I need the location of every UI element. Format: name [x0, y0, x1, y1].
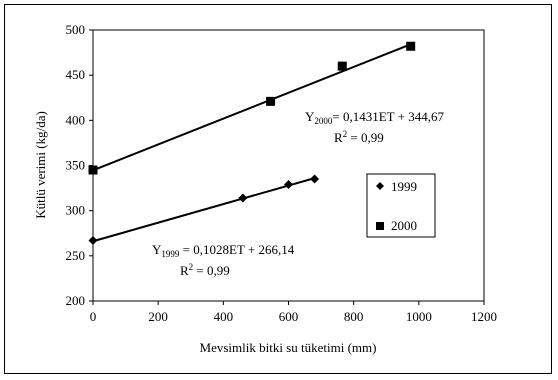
r2-2000: R2 = 0,99 [334, 129, 384, 145]
legend-marker-2000 [376, 222, 384, 230]
x-axis-label: Mevsimlik bitki su tüketimi (mm) [200, 340, 377, 355]
r2-2000-sup: 2 [343, 129, 348, 139]
equation-1999-subscript: 1999 [161, 249, 180, 259]
y-tick-label: 350 [66, 158, 86, 173]
plot-area [92, 29, 485, 302]
trendlines [92, 43, 412, 243]
x-axis: 0 200 400 600 800 1000 1200 [90, 301, 497, 324]
legend-label-2000: 2000 [391, 218, 417, 233]
equation-1999: Y1999 = 0,1028ET + 266,14 [152, 242, 295, 259]
point-2000 [406, 41, 416, 51]
point-2000 [266, 96, 276, 106]
trendline-2000 [92, 43, 412, 172]
x-tick-label: 400 [214, 309, 234, 324]
r2-1999: R2 = 0,99 [180, 262, 230, 278]
y-tick-label: 250 [66, 248, 86, 263]
legend: 1999 2000 [366, 173, 436, 238]
point-1999 [310, 174, 320, 184]
legend-label-1999: 1999 [391, 179, 417, 194]
equation-2000-body: = 0,1431ET + 344,67 [332, 109, 444, 124]
x-tick-label: 0 [90, 309, 97, 324]
point-1999 [238, 193, 248, 203]
y-axis: 200 250 300 350 400 450 500 [66, 22, 93, 308]
r2-1999-symbol: R [180, 263, 189, 278]
equation-1999-symbol: Y [152, 242, 162, 257]
x-tick-label: 1200 [471, 309, 497, 324]
point-1999 [284, 179, 293, 189]
equation-1999-body: = 0,1028ET + 266,14 [179, 242, 294, 257]
data-points [88, 41, 416, 245]
x-tick-label: 800 [344, 309, 364, 324]
y-axis-label: Kütlü verimi (kg/da) [33, 111, 48, 219]
point-1999 [88, 235, 98, 245]
legend-marker-1999 [376, 182, 384, 190]
equation-2000: Y2000= 0,1431ET + 344,67 [305, 109, 444, 126]
y-tick-label: 400 [66, 112, 86, 127]
y-tick-label: 200 [66, 293, 86, 308]
x-tick-label: 600 [279, 309, 299, 324]
point-2000 [88, 165, 98, 175]
trendline-1999 [92, 177, 315, 243]
equation-2000-subscript: 2000 [314, 116, 333, 126]
y-tick-label: 300 [66, 203, 86, 218]
equation-2000-symbol: Y [305, 109, 315, 124]
y-tick-label: 450 [66, 67, 86, 82]
y-tick-label: 500 [66, 22, 86, 37]
r2-1999-sup: 2 [189, 262, 194, 272]
x-tick-label: 200 [148, 309, 168, 324]
point-2000 [337, 61, 347, 71]
x-tick-label: 1000 [406, 309, 432, 324]
r2-2000-symbol: R [334, 130, 343, 145]
r2-1999-value: = 0,99 [193, 263, 230, 278]
r2-2000-value: = 0,99 [347, 130, 384, 145]
